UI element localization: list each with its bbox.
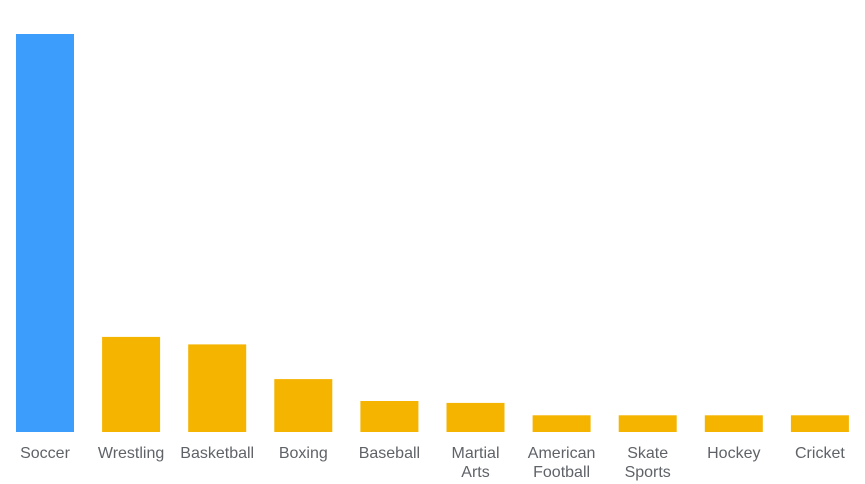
category-labels-group: Soccer Wrestling Basketball Boxing Baseball M…	[20, 445, 845, 481]
tick-label-hockey: Hockey	[707, 445, 760, 462]
tick-label-line: Sports	[625, 464, 671, 481]
tick-label-line: Soccer	[20, 445, 70, 462]
tick-label-line: Baseball	[359, 445, 420, 462]
tick-label-martial-arts: Martial Arts	[451, 445, 499, 481]
tick-label-line: Arts	[461, 464, 489, 481]
tick-label-skate-sports: Skate Sports	[625, 445, 671, 481]
tick-label-line: American	[528, 445, 596, 462]
bar-american-football	[532, 415, 591, 432]
bar-wrestling	[102, 336, 161, 432]
tick-label-boxing: Boxing	[279, 445, 328, 462]
tick-label-line: Martial	[451, 445, 499, 462]
tick-label-line: Cricket	[795, 445, 845, 462]
tick-label-soccer: Soccer	[20, 445, 70, 462]
bar-basketball	[188, 344, 247, 432]
tick-label-line: Skate	[627, 445, 668, 462]
bar-cricket	[790, 415, 849, 432]
tick-label-baseball: Baseball	[359, 445, 420, 462]
bar-baseball	[360, 401, 419, 432]
tick-label-wrestling: Wrestling	[98, 445, 164, 462]
bar-hockey	[704, 415, 763, 432]
tick-label-line: Football	[533, 464, 590, 481]
bars-group	[16, 34, 849, 432]
tick-label-basketball: Basketball	[180, 445, 254, 462]
tick-label-cricket: Cricket	[795, 445, 845, 462]
tick-label-line: Hockey	[707, 445, 760, 462]
tick-label-line: Wrestling	[98, 445, 164, 462]
tick-label-line: Boxing	[279, 445, 328, 462]
bar-boxing	[274, 379, 333, 432]
tick-label-american-football: American Football	[528, 445, 596, 481]
bar-martial-arts	[446, 402, 505, 432]
tick-label-line: Basketball	[180, 445, 254, 462]
bar-soccer	[16, 34, 74, 432]
bar-skate-sports	[618, 415, 677, 432]
